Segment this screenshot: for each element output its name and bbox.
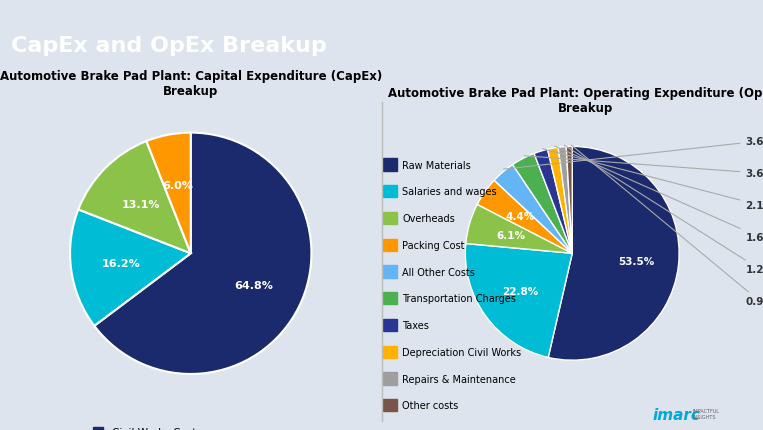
Bar xyxy=(384,399,397,412)
Text: 53.5%: 53.5% xyxy=(618,256,654,266)
Text: Packing Cost: Packing Cost xyxy=(403,240,465,250)
Wedge shape xyxy=(494,165,572,254)
Bar xyxy=(384,212,397,224)
Text: Repairs & Maintenance: Repairs & Maintenance xyxy=(403,374,517,384)
Text: 3.6%: 3.6% xyxy=(524,157,763,179)
Wedge shape xyxy=(465,244,572,358)
Text: imarc: imarc xyxy=(652,408,700,422)
Wedge shape xyxy=(95,133,311,374)
Title: Automotive Brake Pad Plant: Capital Expenditure (CapEx)
Breakup: Automotive Brake Pad Plant: Capital Expe… xyxy=(0,70,382,98)
Text: Taxes: Taxes xyxy=(403,320,430,330)
Text: 3.6%: 3.6% xyxy=(504,137,763,170)
Bar xyxy=(384,266,397,278)
Wedge shape xyxy=(146,133,191,254)
Wedge shape xyxy=(566,147,572,254)
Wedge shape xyxy=(465,205,572,254)
Text: 1.6%: 1.6% xyxy=(555,147,763,243)
Title: Automotive Brake Pad Plant: Operating Expenditure (OpEx)
Breakup: Automotive Brake Pad Plant: Operating Ex… xyxy=(388,87,763,115)
Text: 6.1%: 6.1% xyxy=(496,231,525,241)
Wedge shape xyxy=(70,210,191,326)
Text: Transportation Charges: Transportation Charges xyxy=(403,294,517,304)
Wedge shape xyxy=(79,142,191,254)
Text: IMPACTFUL
INSIGHTS: IMPACTFUL INSIGHTS xyxy=(693,408,720,419)
Bar xyxy=(384,346,397,358)
Wedge shape xyxy=(477,181,572,254)
Text: Overheads: Overheads xyxy=(403,214,456,224)
Text: 16.2%: 16.2% xyxy=(102,258,141,268)
Bar xyxy=(384,373,397,385)
Text: Depreciation Civil Works: Depreciation Civil Works xyxy=(403,347,522,357)
Text: 0.9%: 0.9% xyxy=(571,146,763,307)
Text: 2.1%: 2.1% xyxy=(542,150,763,211)
Wedge shape xyxy=(534,150,572,254)
Text: Other costs: Other costs xyxy=(403,400,459,410)
Wedge shape xyxy=(548,148,572,254)
Text: All Other Costs: All Other Costs xyxy=(403,267,475,277)
Text: 6.0%: 6.0% xyxy=(163,180,193,190)
Wedge shape xyxy=(549,147,679,360)
Text: 1.2%: 1.2% xyxy=(564,146,763,275)
Bar xyxy=(384,319,397,332)
Text: CapEx and OpEx Breakup: CapEx and OpEx Breakup xyxy=(11,35,327,55)
Text: 4.4%: 4.4% xyxy=(505,212,534,222)
Wedge shape xyxy=(513,154,572,254)
Text: 22.8%: 22.8% xyxy=(502,286,539,296)
Text: Raw Materials: Raw Materials xyxy=(403,160,472,170)
Bar xyxy=(384,159,397,171)
Text: 13.1%: 13.1% xyxy=(122,200,160,209)
Bar xyxy=(384,292,397,304)
Legend: Civil Works Costs, Machinery Costs, Land and Site Development Costs, Other Capit: Civil Works Costs, Machinery Costs, Land… xyxy=(89,423,293,430)
Bar xyxy=(384,239,397,251)
Text: 64.8%: 64.8% xyxy=(234,280,273,290)
Text: Salaries and wages: Salaries and wages xyxy=(403,187,497,197)
Bar xyxy=(384,186,397,198)
Wedge shape xyxy=(559,147,572,254)
